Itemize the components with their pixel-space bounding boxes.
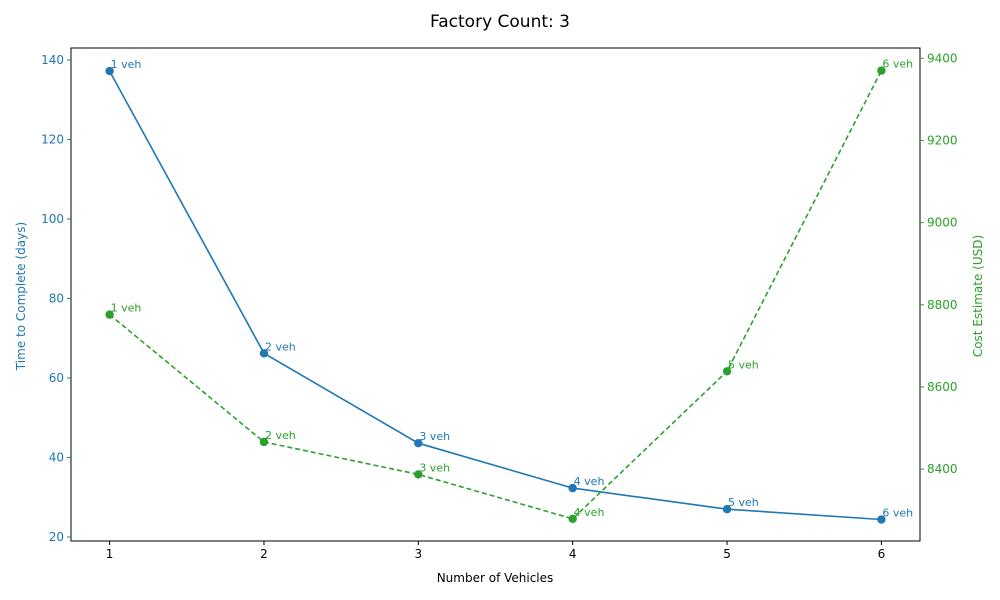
series-0-data-label-1: 2 veh — [265, 340, 296, 353]
left-y-tick-label-6: 140 — [41, 53, 64, 67]
right-y-tick-label-5: 9400 — [927, 51, 958, 65]
series-1-data-label-0: 1 veh — [111, 302, 142, 315]
series-0-data-label-2: 3 veh — [419, 430, 450, 443]
left-y-tick-label-1: 40 — [49, 451, 64, 465]
right-y-tick-label-2: 8800 — [927, 298, 958, 312]
series-0-point-2 — [414, 438, 423, 448]
series-0-data-label-4: 5 veh — [728, 496, 759, 509]
series-1-data-label-4: 5 veh — [728, 358, 759, 371]
x-tick-label-5: 6 — [878, 547, 886, 561]
x-tick-label-2: 3 — [414, 547, 422, 561]
chart-title: Factory Count: 3 — [430, 12, 570, 32]
left-y-tick-label-5: 120 — [41, 132, 64, 146]
left-y-tick-label-2: 60 — [49, 371, 64, 385]
series-1-point-5 — [877, 66, 886, 75]
series-0-point-5 — [877, 515, 886, 524]
series-0-point-0 — [105, 66, 114, 76]
series-1-data-label-1: 2 veh — [265, 429, 296, 442]
series-1-data-label-5: 6 veh — [882, 58, 913, 71]
x-tick-label-3: 4 — [569, 547, 577, 561]
right-y-tick-label-1: 8600 — [927, 380, 958, 394]
right-y-tick-label-4: 9200 — [927, 133, 958, 147]
series-1-data-label-3: 4 veh — [574, 506, 605, 519]
series-0-line — [108, 70, 882, 521]
series-0-point-4 — [722, 504, 732, 514]
series-0-data-label-0: 1 veh — [111, 58, 142, 71]
series-1-point-3 — [568, 514, 577, 524]
series-0-data-label-5: 6 veh — [882, 507, 913, 520]
left-y-axis-title: Time to Complete (days) — [14, 222, 28, 371]
left-y-tick-label-3: 80 — [49, 291, 64, 305]
right-y-tick-label-0: 8400 — [927, 462, 958, 476]
x-tick-label-0: 1 — [106, 547, 114, 561]
plot-area: 1 2 3 4 5 6 20 40 60 80 100 120 140 8400 8600 8800 9000 9… — [41, 47, 958, 561]
series-0-point-3 — [568, 483, 577, 493]
series-1-line — [109, 70, 883, 520]
series-1-point-2 — [414, 470, 423, 479]
plot-frame — [70, 47, 921, 542]
series-0-data-label-3: 4 veh — [574, 475, 605, 488]
x-axis-title: Number of Vehicles — [437, 571, 554, 585]
right-y-tick-label-3: 9000 — [927, 216, 958, 230]
series-1-point-4 — [722, 367, 732, 376]
series-1-point-1 — [259, 437, 269, 447]
series-1-point-0 — [105, 310, 114, 319]
series-0-point-1 — [259, 349, 269, 358]
x-tick-label-1: 2 — [260, 547, 268, 561]
x-tick-label-4: 5 — [723, 547, 731, 561]
right-y-axis-title: Cost Estimate (USD) — [971, 235, 985, 357]
series-1-data-label-2: 3 veh — [419, 461, 450, 474]
left-y-tick-label-0: 20 — [49, 530, 64, 544]
left-y-tick-label-4: 100 — [41, 212, 64, 226]
